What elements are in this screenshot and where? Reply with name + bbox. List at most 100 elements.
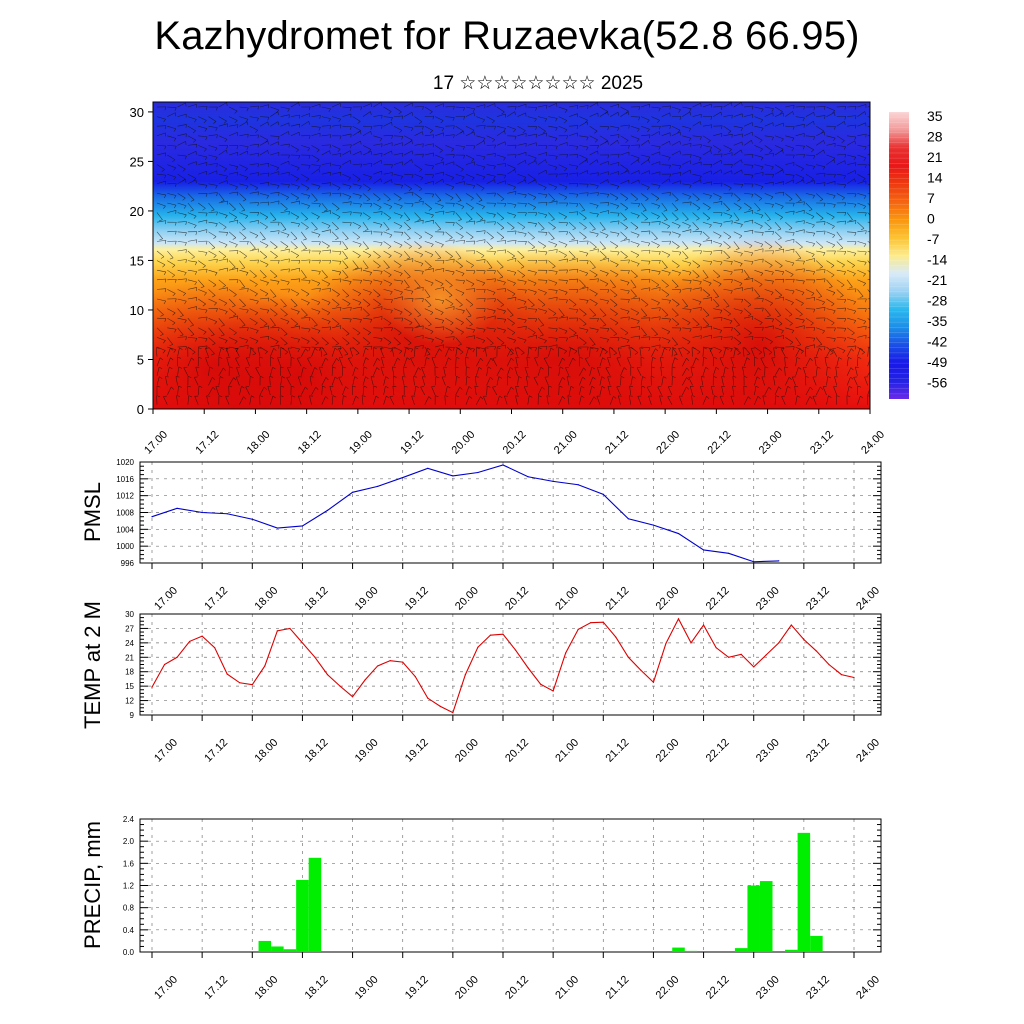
wind-barb	[527, 116, 537, 120]
temp-point	[590, 622, 592, 624]
wind-barb-flag	[161, 169, 165, 172]
wind-barb	[290, 102, 299, 108]
wind-barb	[548, 344, 558, 348]
wind-barb	[527, 249, 537, 252]
wind-barb-flag	[698, 301, 702, 305]
wind-barb-flag	[554, 282, 558, 286]
wind-barb-flag	[860, 395, 864, 399]
wind-barb-flag	[404, 385, 408, 388]
wind-barb	[641, 269, 651, 271]
wind-barb	[713, 160, 722, 165]
wind-barb	[204, 348, 209, 357]
wind-barb	[208, 183, 218, 186]
wind-barb-flag	[529, 395, 533, 398]
wind-barb-flag	[655, 198, 660, 201]
pmsl-ytick-label: 1008	[116, 509, 134, 518]
pmsl-point	[577, 484, 579, 486]
wind-barb	[620, 250, 628, 257]
wind-barb	[730, 396, 735, 405]
wind-barb-flag	[789, 342, 794, 345]
wind-barb	[506, 386, 512, 396]
wind-barb-flag	[643, 334, 647, 337]
wind-barb-flag	[440, 283, 444, 287]
wind-barb-flag	[511, 348, 514, 352]
wind-barb	[795, 179, 804, 185]
wind-barb	[249, 163, 259, 165]
wind-barb-flag	[576, 183, 579, 187]
wind-barb	[682, 241, 689, 249]
wind-barb	[568, 164, 578, 167]
wind-barb	[362, 386, 365, 396]
wind-barb	[259, 270, 267, 277]
wind-barb-flag	[587, 192, 589, 197]
wind-barb	[826, 308, 836, 311]
wind-barb	[434, 145, 443, 151]
wind-barb	[713, 133, 722, 137]
wind-barb-flag	[760, 148, 763, 152]
heatmap-xtick-label: 24.00	[859, 429, 887, 457]
wind-barb	[620, 151, 630, 156]
wind-barb	[225, 347, 230, 357]
wind-barb-flag	[841, 140, 845, 144]
wind-barb	[641, 346, 651, 349]
wind-barb	[733, 287, 743, 290]
wind-barb-flag	[339, 261, 342, 265]
wind-barb-flag	[494, 251, 496, 255]
wind-barb-flag	[511, 332, 516, 335]
wind-barb-flag	[521, 352, 525, 355]
wind-barb-flag	[520, 266, 525, 269]
wind-barb	[682, 386, 687, 396]
wind-barb	[702, 297, 712, 300]
wind-barb-flag	[473, 270, 476, 275]
wind-barb	[476, 259, 486, 261]
wind-barb-flag	[552, 227, 556, 230]
wind-barb-flag	[180, 315, 184, 317]
wind-barb-flag	[834, 250, 836, 255]
wind-barb-flag	[548, 385, 553, 388]
wind-barb	[187, 193, 195, 201]
wind-barb	[702, 150, 711, 156]
wind-barb	[414, 219, 424, 223]
pmsl-point	[151, 516, 153, 518]
wind-barb-flag	[613, 352, 617, 356]
wind-barb	[455, 347, 458, 357]
wind-barb	[785, 231, 795, 233]
pmsl-xtick-label: 20.00	[453, 585, 481, 613]
wind-barb-flag	[287, 108, 290, 112]
pmsl-xtick-label: 24.00	[854, 585, 882, 613]
temp-point	[615, 636, 617, 638]
wind-barb	[280, 210, 290, 213]
wind-barb-flag	[658, 126, 661, 130]
wind-barb	[517, 125, 526, 131]
wind-barb-flag	[297, 311, 300, 315]
wind-barb-flag	[348, 357, 352, 359]
wind-barb	[465, 112, 475, 117]
wind-barb	[836, 183, 846, 186]
wind-barb	[723, 212, 733, 217]
wind-barb-flag	[373, 347, 377, 350]
pmsl-point	[477, 471, 479, 474]
wind-barb	[815, 289, 822, 297]
wind-barb-flag	[659, 316, 661, 321]
wind-barb-flag	[602, 314, 607, 317]
wind-barb	[455, 239, 465, 242]
wind-barb	[486, 212, 496, 215]
wind-barb-flag	[758, 367, 761, 371]
wind-barb-flag	[214, 302, 217, 306]
wind-barb	[424, 298, 432, 306]
wind-barb	[744, 114, 753, 117]
wind-barb	[167, 125, 176, 130]
wind-barb-flag	[658, 271, 661, 275]
wind-barb	[641, 287, 650, 290]
wind-barb-flag	[440, 120, 444, 124]
wind-barb	[362, 289, 372, 293]
wind-barb	[476, 358, 481, 367]
wind-barb-flag	[705, 314, 710, 317]
wind-barb-flag	[833, 195, 836, 199]
wind-barb-flag	[418, 236, 423, 240]
wind-barb	[198, 316, 208, 319]
wind-barb-flag	[369, 292, 372, 296]
wind-barb	[651, 241, 660, 246]
wind-barb-flag	[184, 272, 187, 276]
wind-barb-flag	[771, 204, 774, 208]
